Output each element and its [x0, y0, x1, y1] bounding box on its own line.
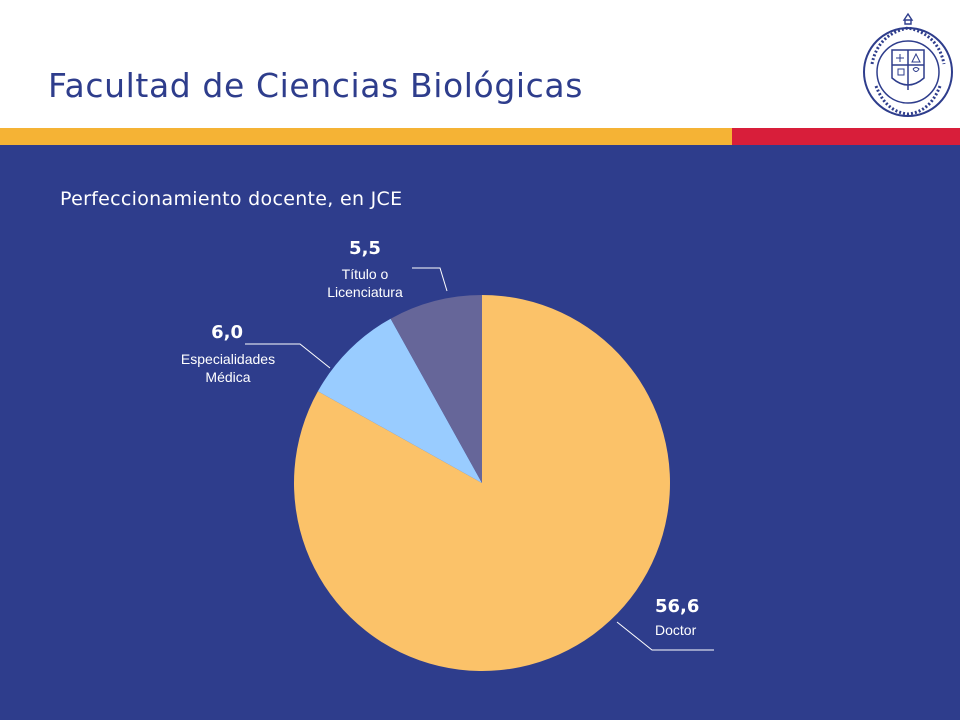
university-seal-icon: [863, 12, 953, 117]
chart-title: Perfeccionamiento docente, en JCE: [60, 188, 403, 210]
header: Facultad de Ciencias Biológicas: [0, 0, 960, 128]
accent-band-yellow: [0, 128, 732, 145]
pie-slice-doctor: [293, 295, 670, 672]
leader-line-doctor: [616, 621, 714, 651]
leader-line-especialidades-medica: [245, 343, 331, 369]
data-label-doctor: 56,6: [655, 596, 699, 617]
category-label-doctor: Doctor: [655, 622, 697, 638]
leader-line-titulo-o-licenciatura: [412, 267, 448, 292]
pie-slice-especialidades-medica: [317, 318, 482, 483]
accent-band-red: [732, 128, 960, 145]
pie-slice-titulo-o-licenciatura: [390, 295, 482, 483]
page-title: Facultad de Ciencias Biológicas: [48, 66, 584, 105]
data-label-titulo-o-licenciatura: 5,5: [349, 238, 381, 259]
category-label-especialidades-medica: Especialidades Médica: [181, 351, 275, 385]
data-label-especialidades-medica: 6,0: [211, 322, 243, 343]
category-label-titulo-o-licenciatura: Título o Licenciatura: [327, 266, 403, 300]
